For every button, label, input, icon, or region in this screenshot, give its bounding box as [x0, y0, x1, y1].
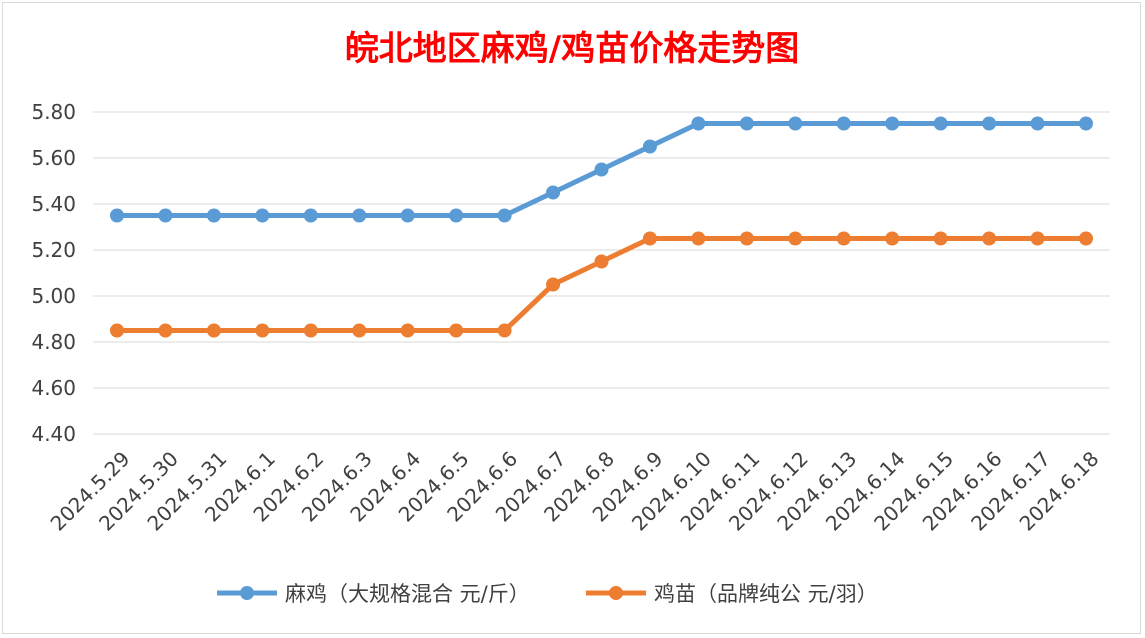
data-point [497, 208, 512, 223]
data-point [303, 208, 318, 223]
data-point [933, 231, 948, 246]
x-axis: 2024.5.292024.5.302024.5.312024.6.12024.… [46, 447, 1104, 536]
y-tick-label: 4.40 [31, 422, 76, 446]
data-point [1079, 116, 1093, 131]
series-line [117, 236, 1086, 333]
data-point [739, 116, 754, 131]
data-point [933, 116, 948, 131]
series-1 [110, 116, 1093, 223]
data-point [400, 208, 415, 223]
data-point [158, 208, 173, 223]
y-axis: 4.40 4.60 4.80 5.00 5.20 5.40 5.60 5.80 [31, 100, 76, 446]
series-group [110, 116, 1093, 338]
legend-label: 鸡苗（品牌纯公 元/羽） [654, 582, 878, 606]
data-point [255, 208, 270, 223]
data-point [885, 231, 900, 246]
data-point [836, 231, 851, 246]
chart-title: 皖北地区麻鸡/鸡苗价格走势图 [345, 29, 799, 69]
data-point [1030, 231, 1045, 246]
data-point [594, 162, 609, 177]
data-point [594, 254, 609, 269]
data-point [546, 277, 561, 292]
data-point [788, 116, 803, 131]
data-point [739, 231, 754, 246]
y-tick-label: 5.20 [31, 238, 76, 262]
data-point [110, 323, 124, 338]
data-point [642, 139, 657, 154]
data-point [691, 116, 706, 131]
data-point [352, 208, 367, 223]
data-point [982, 231, 997, 246]
y-tick-label: 4.60 [31, 376, 76, 400]
data-point [982, 116, 997, 131]
y-tick-label: 4.80 [31, 330, 76, 354]
y-tick-label: 5.40 [31, 192, 76, 216]
legend-label: 麻鸡（大规格混合 元/斤） [285, 582, 530, 606]
gridlines [93, 111, 1110, 435]
series-2 [110, 231, 1093, 338]
data-point [206, 208, 221, 223]
data-point [303, 323, 318, 338]
data-point [691, 231, 706, 246]
data-point [449, 323, 464, 338]
data-point [449, 208, 464, 223]
data-point [158, 323, 173, 338]
legend-item-2: 鸡苗（品牌纯公 元/羽） [586, 582, 878, 606]
data-point [206, 323, 221, 338]
data-point [110, 208, 124, 223]
legend-item-1: 麻鸡（大规格混合 元/斤） [217, 582, 530, 606]
data-point [642, 231, 657, 246]
y-tick-label: 5.00 [31, 284, 76, 308]
data-point [546, 185, 561, 200]
y-tick-label: 5.60 [31, 146, 76, 170]
data-point [885, 116, 900, 131]
data-point [352, 323, 367, 338]
legend-swatch-marker [240, 586, 254, 600]
data-point [1079, 231, 1093, 246]
data-point [788, 231, 803, 246]
data-point [836, 116, 851, 131]
data-point [255, 323, 270, 338]
y-tick-label: 5.80 [31, 100, 76, 124]
data-point [400, 323, 415, 338]
data-point [497, 323, 512, 338]
data-point [1030, 116, 1045, 131]
legend-swatch-marker [609, 586, 623, 600]
legend: 麻鸡（大规格混合 元/斤） 鸡苗（品牌纯公 元/羽） [217, 582, 878, 606]
